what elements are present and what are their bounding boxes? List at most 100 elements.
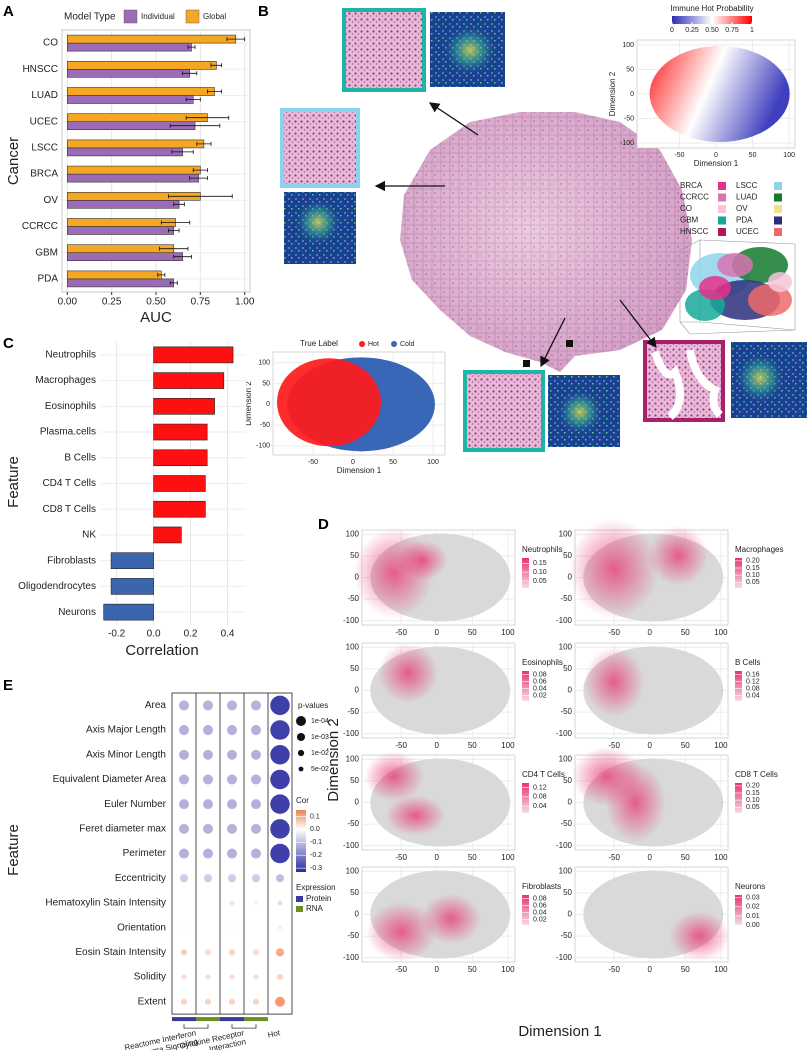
dot <box>270 819 290 839</box>
legend-title: Model Type <box>64 12 116 23</box>
y-tick-label: 50 <box>563 888 572 897</box>
colorbar-tick-label: 0.03 <box>746 895 760 902</box>
x-tick-label: 100 <box>714 628 728 637</box>
heatmap-glow <box>734 352 786 404</box>
arrows <box>374 102 657 368</box>
dot <box>229 974 235 980</box>
bar <box>153 398 215 415</box>
legend-title: p-values <box>298 701 328 710</box>
y-tick-label: 0 <box>355 686 360 695</box>
legend-title: B Cells <box>735 658 760 667</box>
y-tick-label: -50 <box>560 594 572 603</box>
mosaic-tile-dark <box>523 360 530 367</box>
legend-swatch <box>718 205 726 213</box>
legend-title: Eosinophils <box>522 658 563 667</box>
bar <box>153 346 234 364</box>
bar <box>67 165 201 175</box>
y-tick-label: HNSCC <box>22 64 58 75</box>
x-tick-label: 0 <box>434 965 439 974</box>
bar <box>153 449 208 467</box>
x-tick-label: -50 <box>395 741 407 750</box>
legend-swatch <box>123 9 138 24</box>
colorbar-tick-label: 1 <box>750 27 754 34</box>
colorbar <box>296 810 306 872</box>
dot <box>251 799 261 810</box>
dot <box>227 874 237 883</box>
bar <box>67 226 175 235</box>
error-bar <box>169 123 221 128</box>
y-tick-label: 100 <box>346 642 360 651</box>
x-tick-label: 0 <box>351 459 355 466</box>
colorbar-tick-label: 0.08 <box>533 794 547 801</box>
intensity-region <box>366 901 437 962</box>
colorbar-tick-label: 0.01 <box>746 913 760 920</box>
bracket <box>183 1024 209 1029</box>
tissue-tile <box>342 8 426 92</box>
y-tick-label: 100 <box>559 529 573 538</box>
bar <box>67 87 215 96</box>
legend-label: Individual <box>141 12 175 21</box>
x-tick-label: 0.0 <box>147 629 161 640</box>
arrow <box>540 317 566 368</box>
colorbar-tick-label: 0.20 <box>746 558 760 565</box>
bar <box>153 372 225 389</box>
y-tick-label: LUAD <box>31 90 58 101</box>
colorbar-tick-label: 0.08 <box>533 671 547 678</box>
mosaic-tile-dark <box>566 340 573 347</box>
y-tick-label: -100 <box>556 729 573 738</box>
colorbar-tick-label: 0.02 <box>746 904 760 911</box>
intensity-region <box>648 525 709 586</box>
x-tick-label: -50 <box>608 741 620 750</box>
bar <box>67 200 180 209</box>
dot <box>203 823 213 834</box>
legend-label: 1e-02 <box>311 750 329 757</box>
x-tick-label: 50 <box>681 853 690 862</box>
colorbar-tick-label: 0.06 <box>533 678 547 685</box>
y-tick-label: -100 <box>256 443 270 450</box>
error-bar <box>207 89 223 94</box>
colorbar <box>522 895 529 925</box>
dot <box>275 948 285 957</box>
y-tick-label: Solidity <box>134 972 166 983</box>
dot <box>251 774 261 785</box>
dot <box>179 749 189 760</box>
y-tick-label: PDA <box>37 274 58 285</box>
y-tick-label: -100 <box>556 953 573 962</box>
colorbar-tick-label: 0.00 <box>746 922 760 929</box>
bar <box>110 552 154 569</box>
legend-label: 1e-04 <box>311 718 329 725</box>
y-tick-label: Extent <box>138 996 167 1007</box>
x-tick-label: -50 <box>674 152 684 159</box>
panel-label: E <box>3 677 13 694</box>
y-tick-label: Axis Major Length <box>86 725 166 736</box>
legend-dot <box>296 716 306 726</box>
error-bar <box>185 115 230 120</box>
dot <box>203 700 213 711</box>
dot <box>227 848 237 859</box>
legend-label: Hot <box>368 341 379 348</box>
x-tick-label: 50 <box>468 741 477 750</box>
colorbar-tick-label: 0.16 <box>746 671 760 678</box>
x-tick-label: 0 <box>647 628 652 637</box>
dot <box>251 874 261 883</box>
y-tick-label: Area <box>145 700 167 711</box>
dot <box>276 973 284 981</box>
dot <box>227 799 237 810</box>
y-tick-label: 0 <box>630 91 634 98</box>
x-tick-label: 100 <box>501 741 515 750</box>
dot <box>204 949 212 956</box>
legend-swatch <box>718 182 726 190</box>
colorbar <box>672 16 752 24</box>
y-tick-label: CD4 T Cells <box>42 478 96 489</box>
x-tick-label: 100 <box>501 965 515 974</box>
y-tick-label: 0 <box>568 798 573 807</box>
tissue-tile <box>280 108 360 188</box>
legend-swatch <box>774 205 782 213</box>
y-tick-label: 0 <box>355 910 360 919</box>
x-tick-label: 50 <box>468 965 477 974</box>
legend-label: CO <box>680 204 692 213</box>
bar <box>67 173 199 183</box>
y-tick-label: -100 <box>556 841 573 850</box>
x-tick-label: 100 <box>783 152 795 159</box>
error-bar <box>187 45 196 50</box>
